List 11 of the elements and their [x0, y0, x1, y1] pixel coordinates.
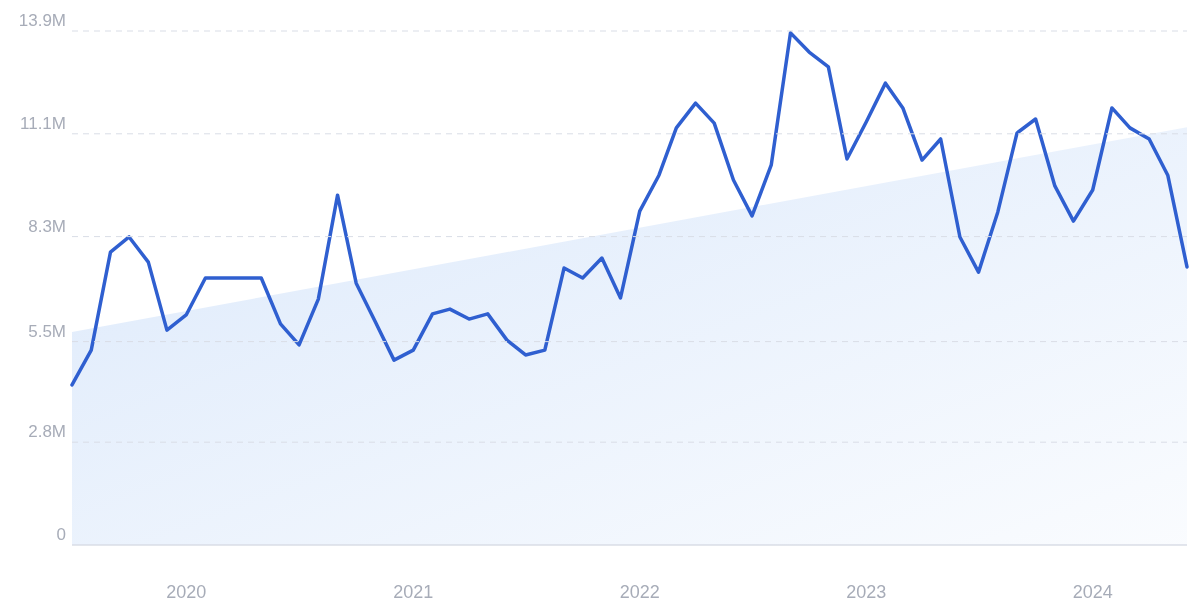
- x-tick-label: 2020: [166, 582, 207, 602]
- x-tick-label: 2021: [393, 582, 434, 602]
- y-tick-label: 5.5M: [28, 321, 66, 341]
- x-tick-label: 2024: [1072, 582, 1113, 602]
- y-tick-label: 0: [56, 525, 66, 544]
- y-tick-label: 8.3M: [28, 216, 66, 236]
- y-tick-label: 13.9M: [18, 11, 66, 30]
- y-tick-label: 11.1M: [20, 113, 66, 133]
- y-tick-label: 2.8M: [28, 422, 66, 442]
- x-tick-label: 2023: [846, 582, 887, 602]
- x-tick-label: 2022: [619, 582, 660, 602]
